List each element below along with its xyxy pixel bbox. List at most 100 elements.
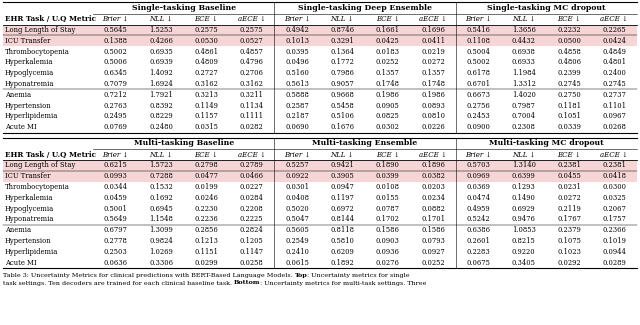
- Text: aECE ↓: aECE ↓: [237, 150, 266, 159]
- Text: ECE ↓: ECE ↓: [195, 150, 218, 159]
- Text: 0.0927: 0.0927: [421, 248, 445, 256]
- Text: 0.1213: 0.1213: [195, 237, 218, 245]
- Text: 0.0810: 0.0810: [421, 112, 445, 120]
- Text: 0.2856: 0.2856: [195, 226, 218, 234]
- Text: 0.0500: 0.0500: [557, 37, 581, 45]
- Text: 0.0300: 0.0300: [602, 183, 627, 191]
- Bar: [3, 24, 637, 35]
- Text: 0.6215: 0.6215: [104, 162, 127, 169]
- Text: 0.0289: 0.0289: [602, 259, 626, 266]
- Text: 0.0936: 0.0936: [376, 248, 399, 256]
- Text: 0.2400: 0.2400: [602, 69, 627, 77]
- Text: 0.0226: 0.0226: [421, 123, 445, 131]
- Text: 0.0882: 0.0882: [421, 205, 445, 213]
- Text: 0.4796: 0.4796: [240, 58, 264, 66]
- Text: 0.6935: 0.6935: [149, 47, 173, 56]
- Text: 0.5649: 0.5649: [104, 215, 127, 223]
- Text: 0.2236: 0.2236: [195, 215, 218, 223]
- Text: Multi-tasking Ensemble: Multi-tasking Ensemble: [312, 139, 418, 147]
- Text: 0.1019: 0.1019: [602, 237, 627, 245]
- Text: 0.5458: 0.5458: [330, 101, 354, 110]
- Text: 0.1586: 0.1586: [376, 226, 399, 234]
- Text: 0.5703: 0.5703: [467, 162, 490, 169]
- Text: 0.1702: 0.1702: [376, 215, 399, 223]
- Text: 0.6929: 0.6929: [512, 205, 536, 213]
- Text: 0.6938: 0.6938: [512, 47, 536, 56]
- Text: Hyperkalemia: Hyperkalemia: [5, 194, 54, 202]
- Text: 0.2399: 0.2399: [557, 69, 581, 77]
- Text: 0.0299: 0.0299: [195, 259, 218, 266]
- Text: Hyponatremia: Hyponatremia: [5, 80, 54, 88]
- Text: 0.1111: 0.1111: [239, 112, 264, 120]
- Text: 0.0219: 0.0219: [421, 47, 445, 56]
- Text: 0.1013: 0.1013: [285, 37, 309, 45]
- Text: 0.7987: 0.7987: [512, 101, 536, 110]
- Text: 0.0769: 0.0769: [104, 123, 127, 131]
- Text: 0.1490: 0.1490: [512, 194, 536, 202]
- Text: 0.2381: 0.2381: [557, 162, 581, 169]
- Text: 0.1696: 0.1696: [421, 26, 445, 34]
- Text: 0.1205: 0.1205: [240, 237, 264, 245]
- Text: 0.0408: 0.0408: [285, 194, 309, 202]
- Text: 0.0418: 0.0418: [602, 172, 627, 180]
- Text: 0.5257: 0.5257: [285, 162, 309, 169]
- Text: 0.0301: 0.0301: [285, 183, 309, 191]
- Text: 0.9824: 0.9824: [149, 237, 173, 245]
- Text: Long Length of Stay: Long Length of Stay: [5, 162, 76, 169]
- Text: 0.0183: 0.0183: [376, 47, 399, 56]
- Text: 0.0793: 0.0793: [421, 237, 445, 245]
- Text: 0.5242: 0.5242: [467, 215, 490, 223]
- Text: 0.5160: 0.5160: [285, 69, 309, 77]
- Text: 0.2601: 0.2601: [467, 237, 490, 245]
- Text: 0.0268: 0.0268: [602, 123, 627, 131]
- Text: 0.4809: 0.4809: [195, 58, 218, 66]
- Text: EHR Task / U.Q Metric: EHR Task / U.Q Metric: [5, 150, 96, 159]
- Text: Long Length of Stay: Long Length of Stay: [5, 26, 76, 34]
- Text: Hyponatremia: Hyponatremia: [5, 215, 54, 223]
- Text: 0.2575: 0.2575: [195, 26, 218, 34]
- Text: 0.0276: 0.0276: [376, 259, 399, 266]
- Text: 0.0527: 0.0527: [240, 37, 264, 45]
- Text: 0.2503: 0.2503: [104, 248, 127, 256]
- Text: 0.1772: 0.1772: [330, 58, 355, 66]
- Text: 0.6345: 0.6345: [104, 69, 127, 77]
- Text: 0.2750: 0.2750: [557, 91, 581, 99]
- Text: 0.2119: 0.2119: [557, 205, 581, 213]
- Text: 0.2587: 0.2587: [285, 101, 309, 110]
- Text: 0.6701: 0.6701: [467, 80, 490, 88]
- Text: 0.3162: 0.3162: [240, 80, 264, 88]
- Text: 0.5106: 0.5106: [330, 112, 355, 120]
- Text: ECE ↓: ECE ↓: [557, 150, 581, 159]
- Text: Hyperlipidemia: Hyperlipidemia: [5, 248, 58, 256]
- Text: 0.2706: 0.2706: [240, 69, 264, 77]
- Text: 1.7921: 1.7921: [149, 91, 173, 99]
- Text: 0.0530: 0.0530: [195, 37, 218, 45]
- Text: 0.1986: 0.1986: [376, 91, 399, 99]
- Text: 0.6945: 0.6945: [149, 205, 173, 213]
- Text: 0.4432: 0.4432: [512, 37, 536, 45]
- Text: 0.2756: 0.2756: [467, 101, 490, 110]
- Text: 0.0922: 0.0922: [285, 172, 309, 180]
- Text: 1.1984: 1.1984: [512, 69, 536, 77]
- Text: 0.2453: 0.2453: [467, 112, 490, 120]
- Text: 0.8392: 0.8392: [149, 101, 173, 110]
- Text: 0.3162: 0.3162: [195, 80, 218, 88]
- Text: 0.4806: 0.4806: [557, 58, 581, 66]
- Text: 0.1197: 0.1197: [330, 194, 355, 202]
- Text: 0.0787: 0.0787: [376, 205, 399, 213]
- Text: 0.6386: 0.6386: [467, 226, 490, 234]
- Text: 0.7986: 0.7986: [330, 69, 355, 77]
- Text: Hyperkalemia: Hyperkalemia: [5, 58, 54, 66]
- Text: 0.5810: 0.5810: [330, 237, 355, 245]
- Text: 0.5645: 0.5645: [104, 26, 127, 34]
- Text: 0.3905: 0.3905: [330, 172, 354, 180]
- Text: 0.5020: 0.5020: [285, 205, 309, 213]
- Text: 0.5047: 0.5047: [285, 215, 309, 223]
- Text: 0.0411: 0.0411: [421, 37, 445, 45]
- Text: NLL ↓: NLL ↓: [331, 150, 354, 159]
- Text: 0.5613: 0.5613: [285, 80, 309, 88]
- Text: 0.0455: 0.0455: [557, 172, 581, 180]
- Text: Table 3: Uncertainty Metrics for clinical predictions with BERT-Based Language M: Table 3: Uncertainty Metrics for clinica…: [3, 273, 294, 278]
- Text: 1.0853: 1.0853: [512, 226, 536, 234]
- Text: 0.6939: 0.6939: [149, 58, 173, 66]
